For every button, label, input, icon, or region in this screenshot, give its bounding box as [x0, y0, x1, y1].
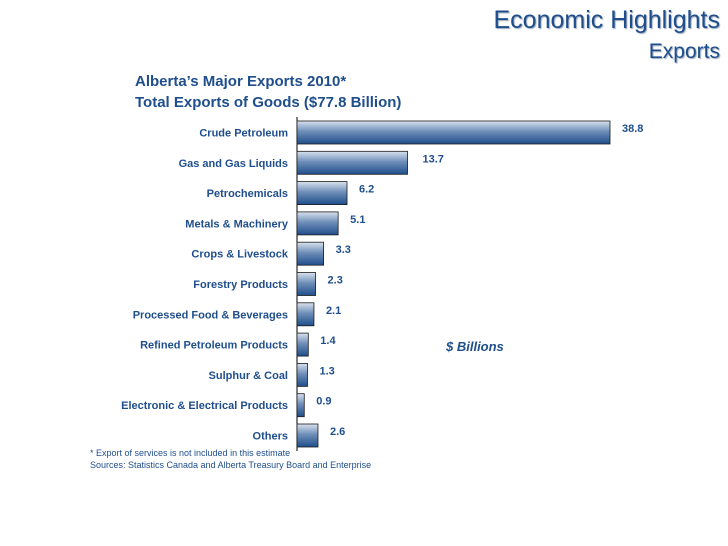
page-title: Economic Highlights: [493, 6, 721, 34]
bar: [296, 272, 316, 296]
data-label: 13.7: [423, 153, 444, 165]
data-label: 5.1: [350, 214, 365, 226]
bar: [296, 120, 611, 145]
category-label: Crops & Livestock: [191, 249, 288, 261]
category-label: Electronic & Electrical Products: [121, 400, 288, 412]
chart-title: Alberta’s Major Exports 2010*: [135, 73, 347, 90]
data-label: 38.8: [622, 123, 643, 135]
sources-note: Sources: Statistics Canada and Alberta T…: [90, 460, 372, 470]
chart-subtitle: Total Exports of Goods ($77.8 Billion): [135, 94, 402, 111]
bar: [296, 393, 305, 418]
unit-label: $ Billions: [445, 339, 504, 354]
footnote: * Export of services is not included in …: [90, 448, 291, 458]
data-label: 6.2: [359, 184, 374, 196]
category-label: Forestry Products: [193, 279, 288, 291]
category-label: Processed Food & Beverages: [133, 309, 288, 321]
bar: [296, 423, 319, 448]
category-label: Petrochemicals: [207, 188, 288, 200]
category-label: Metals & Machinery: [185, 218, 289, 230]
category-label: Sulphur & Coal: [209, 370, 288, 382]
bar: [296, 241, 325, 266]
category-label: Refined Petroleum Products: [140, 340, 288, 352]
data-label: 1.3: [319, 365, 334, 377]
bar: [296, 332, 309, 357]
category-label: Gas and Gas Liquids: [179, 158, 288, 170]
data-label: 2.1: [326, 305, 341, 317]
page-subtitle: Exports: [648, 40, 720, 63]
data-label: 0.9: [316, 396, 331, 408]
bar: [296, 150, 408, 175]
category-label: Others: [253, 431, 288, 443]
data-label: 1.4: [320, 335, 336, 347]
bar: [296, 362, 308, 387]
data-label: 3.3: [336, 244, 351, 256]
category-label: Crude Petroleum: [199, 128, 288, 140]
data-label: 2.3: [328, 275, 343, 287]
bar: [296, 302, 315, 327]
bar: [296, 211, 339, 236]
bar: [296, 181, 348, 206]
data-label: 2.6: [330, 426, 345, 438]
